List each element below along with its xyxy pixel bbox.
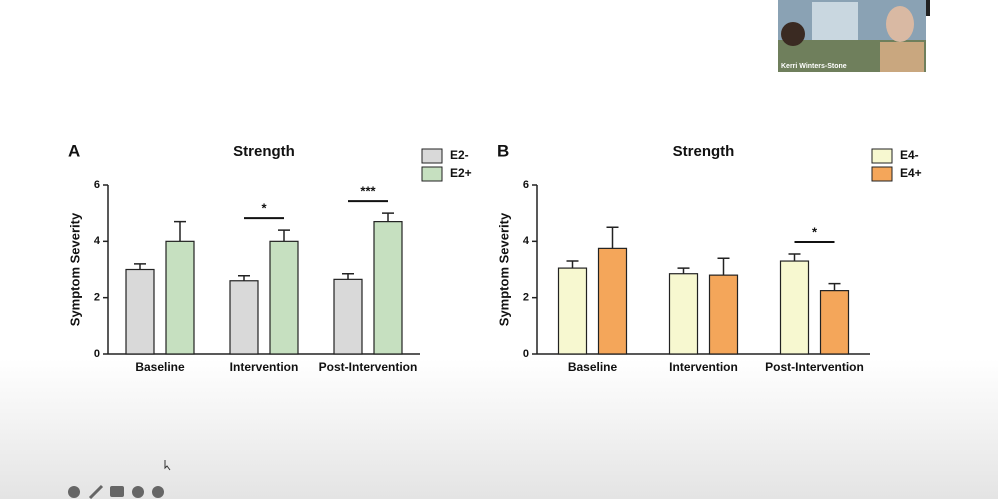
y-tick-label: 0 — [523, 348, 529, 360]
error-bar — [717, 257, 730, 276]
legend-swatch — [871, 166, 893, 182]
bar — [708, 274, 739, 355]
y-tick-label: 2 — [523, 292, 529, 304]
person-left — [781, 22, 805, 46]
y-tick-label: 4 — [94, 235, 101, 247]
x-tick-label: Intervention — [669, 360, 738, 374]
legend-label: E2+ — [450, 166, 472, 180]
bar — [269, 240, 299, 355]
error-bar — [342, 272, 354, 280]
y-tick-label: 0 — [94, 348, 100, 360]
error-bar — [828, 282, 841, 291]
error-bar — [174, 220, 186, 242]
bar — [597, 247, 628, 355]
toolbar-back[interactable] — [68, 486, 80, 498]
error-bar — [238, 274, 250, 281]
legend-label: E4+ — [900, 166, 922, 180]
video-thumbnail: Kerri Winters-Stone — [778, 0, 930, 72]
y-tick-label: 6 — [94, 179, 100, 191]
error-bar — [606, 226, 619, 249]
error-bar — [677, 267, 690, 274]
chart-title: Strength — [233, 143, 295, 160]
bar — [668, 273, 699, 355]
bar — [557, 267, 588, 355]
legend-swatch — [421, 148, 443, 164]
video-edge — [926, 0, 930, 16]
toolbar-more[interactable] — [132, 486, 144, 498]
toolbar-forward[interactable] — [152, 486, 164, 498]
significance-label: *** — [360, 184, 376, 199]
error-bar — [566, 260, 579, 269]
panel-label: A — [68, 141, 80, 160]
legend-label: E4- — [900, 148, 919, 162]
significance-label: * — [261, 201, 267, 216]
cursor — [164, 460, 171, 471]
bar — [125, 268, 155, 355]
person-right — [886, 6, 914, 42]
person-right-body — [880, 42, 924, 72]
x-tick-label: Post-Intervention — [765, 360, 864, 374]
legend-swatch — [421, 166, 443, 182]
bar — [373, 221, 403, 355]
x-tick-label: Intervention — [230, 360, 299, 374]
x-tick-label: Post-Intervention — [319, 360, 418, 374]
bar — [165, 240, 195, 355]
error-bar — [382, 212, 394, 222]
y-axis-label: Symptom Severity — [496, 212, 511, 326]
y-tick-label: 6 — [523, 179, 529, 191]
x-tick-label: Baseline — [568, 360, 618, 374]
error-bar — [788, 253, 801, 262]
toolbar — [68, 460, 171, 499]
y-tick-label: 2 — [94, 292, 100, 304]
bar — [819, 290, 850, 355]
chart-title: Strength — [673, 143, 735, 160]
video-caption: Kerri Winters-Stone — [781, 63, 847, 70]
bar — [333, 278, 363, 355]
toolbar-pen[interactable] — [88, 484, 104, 499]
bar — [229, 280, 259, 355]
bar — [779, 260, 810, 355]
y-tick-label: 4 — [523, 235, 530, 247]
panel-label: B — [497, 141, 509, 160]
error-bar — [278, 229, 290, 242]
legend-label: E2- — [450, 148, 469, 162]
toolbar-cc[interactable] — [110, 486, 124, 497]
significance-label: * — [812, 224, 818, 239]
y-axis-label: Symptom Severity — [67, 212, 82, 326]
x-tick-label: Baseline — [135, 360, 185, 374]
error-bar — [134, 263, 146, 270]
legend-swatch — [871, 148, 893, 164]
